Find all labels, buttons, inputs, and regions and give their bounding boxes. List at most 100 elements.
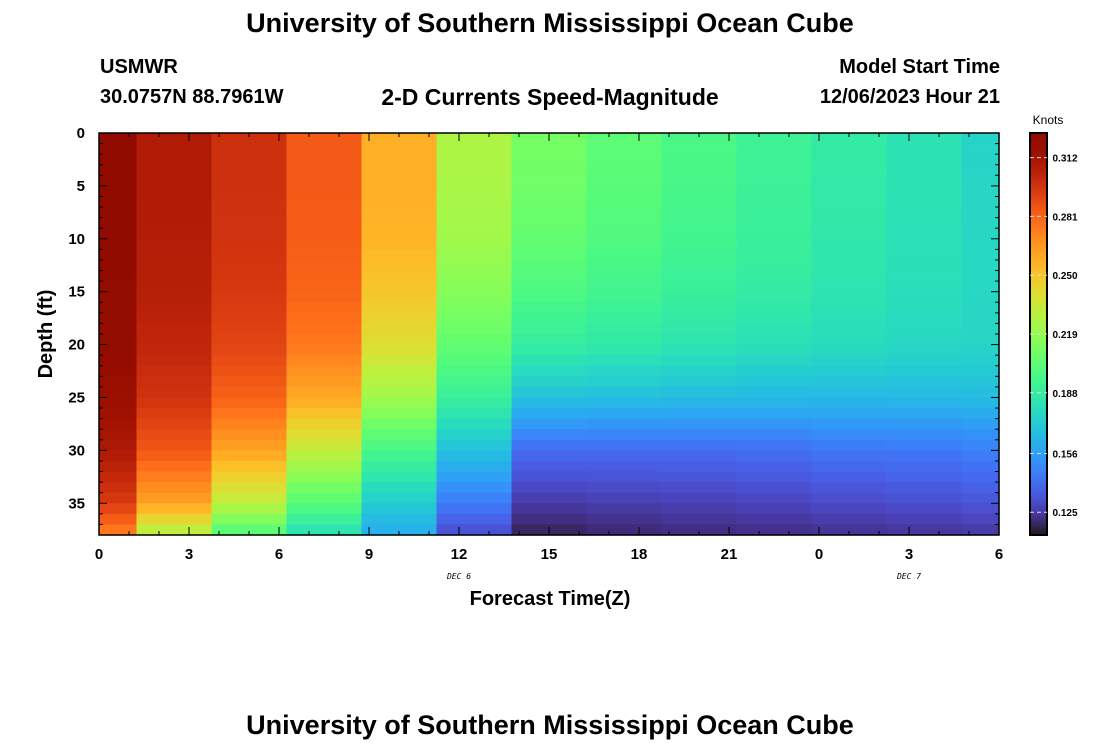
heatmap-cell (136, 418, 213, 430)
heatmap-cell (286, 460, 363, 473)
heatmap-cell (286, 450, 363, 462)
heatmap-cell (811, 460, 888, 473)
heatmap-cell (436, 249, 513, 261)
heatmap-cell (361, 249, 438, 261)
heatmap-cell (511, 334, 588, 346)
heatmap-cell (436, 207, 513, 219)
heatmap-cell (736, 185, 813, 198)
heatmap-cell (736, 207, 813, 219)
y-tick-label: 0 (77, 125, 85, 142)
heatmap-cell (99, 429, 138, 441)
heatmap-cell (886, 355, 963, 367)
heatmap-cell (586, 302, 663, 314)
heatmap-cell (886, 439, 963, 451)
heatmap-cell (136, 164, 213, 176)
heatmap-cell (136, 228, 213, 240)
heatmap-cell (886, 217, 963, 229)
heatmap-cell (286, 259, 363, 272)
heatmap-cell (361, 439, 438, 451)
heatmap-cell (586, 418, 663, 430)
heatmap-cell (436, 281, 513, 293)
heatmap-cell (586, 217, 663, 229)
heatmap-cell (886, 429, 963, 441)
heatmap-cell (511, 323, 588, 335)
heatmap-cell (811, 154, 888, 166)
heatmap-cell (661, 376, 738, 388)
heatmap-cell (511, 513, 588, 526)
heatmap-cell (811, 503, 888, 515)
heatmap-cell (211, 281, 288, 293)
heatmap-cell (211, 270, 288, 282)
heatmap-cell (511, 376, 588, 388)
y-tick-label: 20 (68, 337, 85, 354)
heatmap-cell (511, 249, 588, 261)
model-start-value: 12/06/2023 Hour 21 (819, 86, 1000, 108)
heatmap-cell (136, 386, 213, 399)
station-id: USMWR (100, 56, 178, 78)
heatmap-cell (886, 143, 963, 155)
heatmap-cell (99, 228, 138, 240)
heatmap-cell (886, 334, 963, 346)
heatmap-cell (736, 460, 813, 473)
heatmap-cell (886, 344, 963, 356)
heatmap-cell (736, 259, 813, 272)
heatmap-cell (99, 503, 138, 515)
heatmap-cell (961, 376, 1000, 388)
page-title: University of Southern Mississippi Ocean… (246, 8, 854, 38)
heatmap-cell (886, 238, 963, 250)
heatmap-cell (661, 408, 738, 420)
heatmap-cell (211, 133, 288, 145)
heatmap-cell (361, 334, 438, 346)
heatmap-cell (586, 143, 663, 155)
heatmap-cell (286, 175, 363, 187)
heatmap-cell (886, 281, 963, 293)
heatmap-cell (286, 376, 363, 388)
heatmap-cell (661, 133, 738, 145)
heatmap-cell (286, 492, 363, 504)
heatmap-cell (736, 302, 813, 314)
heatmap-cell (736, 143, 813, 155)
heatmap-cell (511, 281, 588, 293)
heatmap-cell (586, 154, 663, 166)
heatmap-cell (99, 450, 138, 462)
x-tick-label: 3 (905, 546, 913, 563)
heatmap-cell (886, 249, 963, 261)
heatmap-cell (811, 291, 888, 303)
heatmap-cell (586, 323, 663, 335)
heatmap-cell (661, 513, 738, 526)
heatmap-cell (436, 323, 513, 335)
heatmap-cell (211, 249, 288, 261)
heatmap-cell (661, 312, 738, 325)
heatmap-cell (286, 386, 363, 399)
heatmap-cell (736, 408, 813, 420)
heatmap-cell (961, 270, 1000, 282)
heatmap-cells (99, 133, 1000, 536)
heatmap-cell (886, 291, 963, 303)
heatmap-cell (661, 524, 738, 536)
heatmap-cell (661, 471, 738, 483)
heatmap-cell (511, 386, 588, 399)
heatmap-cell (99, 143, 138, 155)
heatmap-cell (136, 439, 213, 451)
heatmap-cell (811, 355, 888, 367)
heatmap-cell (286, 291, 363, 303)
heatmap-cell (436, 164, 513, 176)
heatmap-cell (961, 471, 1000, 483)
heatmap-cell (436, 196, 513, 208)
heatmap-cell (661, 175, 738, 187)
heatmap-cell (586, 471, 663, 483)
colorbar-tick-label: 0.219 (1052, 330, 1077, 341)
heatmap-cell (136, 429, 213, 441)
heatmap-cell (286, 365, 363, 377)
x-tick-label: 6 (275, 546, 283, 563)
heatmap-cell (886, 450, 963, 462)
heatmap-cell (211, 323, 288, 335)
heatmap-cell (661, 270, 738, 282)
heatmap-cell (211, 439, 288, 451)
colorbar-tick-label: 0.250 (1052, 271, 1077, 282)
heatmap-cell (511, 291, 588, 303)
heatmap-cell (661, 291, 738, 303)
y-tick-label: 10 (68, 231, 85, 248)
x-tick-label: 21 (721, 546, 738, 563)
heatmap-cell (286, 154, 363, 166)
